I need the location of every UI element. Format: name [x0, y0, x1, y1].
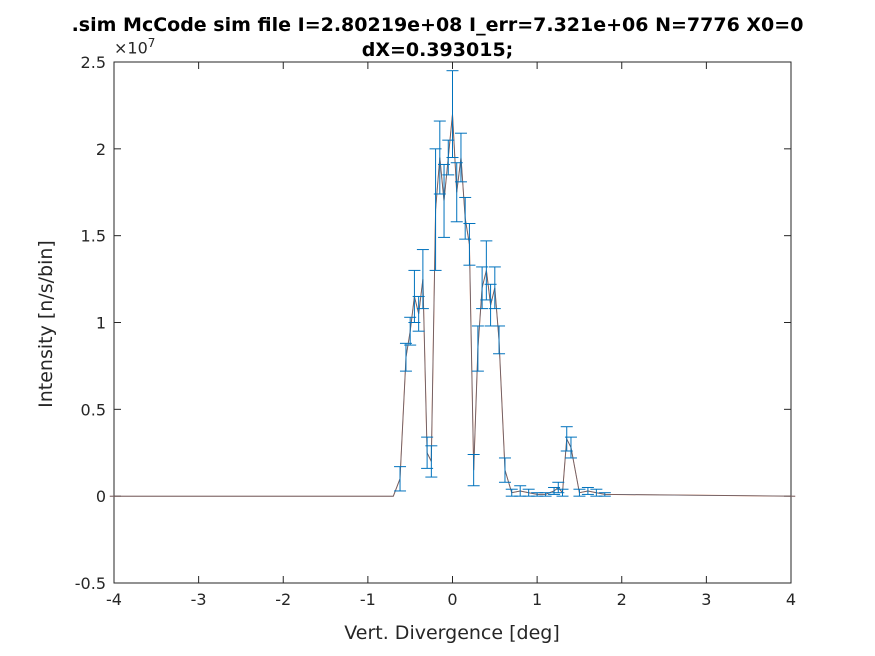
chart-title-line2: dX=0.393015; [361, 39, 514, 61]
chart-title: .sim McCode sim file I=2.80219e+08 I_err… [71, 14, 804, 36]
x-tick-label: -1 [360, 590, 376, 609]
y-tick-label: 2.5 [81, 53, 106, 72]
x-tick-label: -2 [275, 590, 291, 609]
data-line [109, 114, 796, 497]
x-tick-label: 3 [701, 590, 711, 609]
y-exponent: ×107 [114, 36, 155, 57]
y-tick-label: 1.5 [81, 227, 106, 246]
x-axis-label: Vert. Divergence [deg] [344, 622, 560, 644]
x-tick-label: 0 [447, 590, 457, 609]
x-tick-label: 1 [532, 590, 542, 609]
y-tick-label: 2 [96, 140, 106, 159]
y-tick-label: -0.5 [75, 574, 106, 593]
x-tick-label: -4 [106, 590, 122, 609]
x-tick-label: 4 [786, 590, 796, 609]
x-tick-label: 2 [617, 590, 627, 609]
y-tick-label: 0 [96, 487, 106, 506]
y-exponent-base: ×10 [114, 38, 148, 58]
x-tick-label: -3 [191, 590, 207, 609]
y-tick-label: 1 [96, 314, 106, 333]
y-tick-label: 0.5 [81, 400, 106, 419]
errorbar-line [109, 114, 796, 497]
y-exponent-power: 7 [147, 36, 156, 50]
